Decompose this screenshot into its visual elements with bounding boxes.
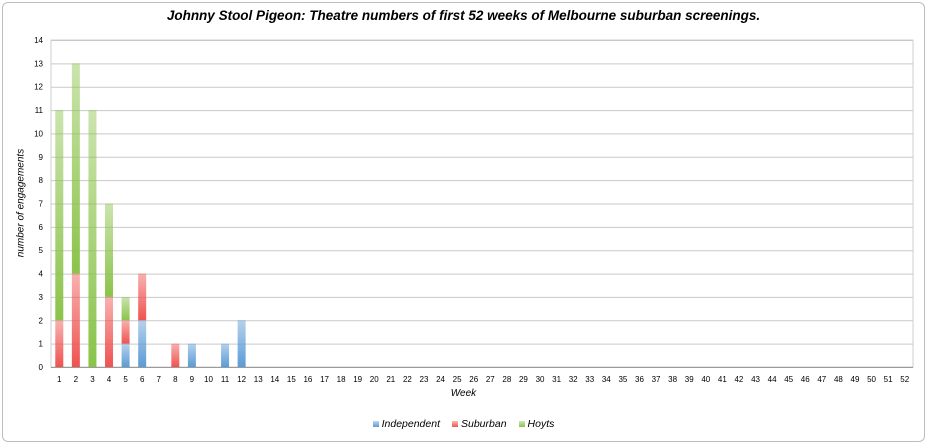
- legend-swatch: [518, 421, 525, 427]
- y-tick-label: 3: [39, 293, 44, 302]
- x-tick-label: 18: [337, 375, 346, 384]
- legend-item-hoyts: Hoyts: [518, 418, 555, 430]
- legend-swatch: [372, 421, 379, 427]
- x-tick-label: 44: [768, 375, 777, 384]
- x-tick-label: 26: [469, 375, 478, 384]
- x-tick-label: 3: [90, 375, 95, 384]
- y-tick-label: 13: [34, 59, 43, 68]
- y-tick-label: 10: [34, 129, 43, 138]
- bar-suburban: [171, 343, 180, 367]
- x-tick-label: 15: [287, 375, 296, 384]
- x-tick-label: 46: [801, 375, 810, 384]
- x-tick-label: 21: [386, 375, 395, 384]
- legend-item-suburban: Suburban: [452, 418, 507, 430]
- y-tick-label: 4: [39, 270, 44, 279]
- bar-independent: [121, 343, 130, 367]
- x-tick-label: 50: [867, 375, 876, 384]
- bar-suburban: [105, 296, 114, 367]
- legend-item-independent: Independent: [372, 418, 440, 430]
- x-tick-label: 12: [237, 375, 246, 384]
- legend: Independent Suburban Hoyts: [0, 418, 927, 430]
- legend-label: Hoyts: [527, 418, 555, 430]
- bar-suburban: [71, 273, 80, 367]
- bar-independent: [221, 343, 230, 367]
- y-tick-label: 8: [39, 176, 44, 185]
- y-tick-label: 9: [39, 153, 44, 162]
- x-tick-label: 45: [784, 375, 793, 384]
- x-axis-title: Week: [450, 388, 477, 399]
- x-tick-label: 34: [602, 375, 611, 384]
- bar-hoyts: [88, 110, 97, 368]
- x-tick-label: 35: [618, 375, 627, 384]
- chart-title: Johnny Stool Pigeon: Theatre numbers of …: [166, 8, 761, 23]
- x-tick-label: 24: [436, 375, 445, 384]
- x-tick-label: 38: [668, 375, 677, 384]
- bar-independent: [138, 320, 147, 367]
- x-tick-label: 36: [635, 375, 644, 384]
- x-tick-label: 31: [552, 375, 561, 384]
- x-tick-label: 10: [204, 375, 213, 384]
- x-tick-label: 25: [453, 375, 462, 384]
- x-tick-label: 1: [57, 375, 62, 384]
- x-tick-label: 19: [353, 375, 362, 384]
- x-tick-label: 13: [254, 375, 263, 384]
- bar-hoyts: [105, 203, 114, 297]
- x-tick-label: 11: [221, 375, 230, 384]
- x-tick-label: 4: [107, 375, 112, 384]
- x-tick-label: 49: [851, 375, 860, 384]
- bar-suburban: [55, 320, 64, 367]
- x-tick-label: 51: [884, 375, 893, 384]
- x-tick-label: 43: [751, 375, 760, 384]
- x-tick-label: 2: [74, 375, 79, 384]
- bar-suburban: [121, 320, 130, 344]
- x-tick-label: 23: [420, 375, 429, 384]
- x-tick-label: 52: [900, 375, 909, 384]
- legend-swatch: [452, 421, 458, 427]
- x-tick-label: 6: [140, 375, 145, 384]
- x-tick-label: 33: [585, 375, 594, 384]
- x-tick-label: 7: [157, 375, 162, 384]
- bar-independent: [237, 320, 246, 367]
- x-tick-label: 14: [270, 375, 279, 384]
- x-tick-label: 39: [685, 375, 694, 384]
- y-tick-label: 5: [39, 246, 44, 255]
- x-tick-label: 42: [734, 375, 743, 384]
- bar-hoyts: [71, 63, 80, 274]
- bar-hoyts: [121, 296, 130, 321]
- x-tick-label: 29: [519, 375, 528, 384]
- x-tick-label: 20: [370, 375, 379, 384]
- x-tick-label: 48: [834, 375, 843, 384]
- x-tick-label: 17: [320, 375, 329, 384]
- bar-independent: [187, 343, 196, 367]
- y-tick-label: 1: [39, 340, 44, 349]
- x-tick-label: 9: [190, 375, 195, 384]
- x-tick-label: 28: [502, 375, 511, 384]
- y-tick-label: 11: [35, 106, 44, 115]
- bar-suburban: [138, 273, 147, 321]
- x-tick-label: 27: [486, 375, 495, 384]
- x-tick-label: 22: [403, 375, 412, 384]
- y-tick-label: 0: [39, 363, 44, 372]
- legend-label: Independent: [381, 418, 440, 430]
- x-tick-label: 37: [652, 375, 661, 384]
- x-tick-label: 8: [173, 375, 178, 384]
- y-tick-label: 7: [39, 200, 44, 209]
- x-tick-label: 41: [718, 375, 727, 384]
- y-tick-label: 6: [39, 223, 44, 232]
- bar-hoyts: [55, 110, 64, 321]
- x-tick-label: 40: [701, 375, 710, 384]
- y-tick-label: 12: [34, 83, 43, 92]
- y-tick-label: 14: [34, 36, 43, 45]
- x-tick-label: 5: [123, 375, 128, 384]
- x-tick-label: 32: [569, 375, 578, 384]
- y-tick-label: 2: [39, 316, 44, 325]
- legend-label: Suburban: [461, 418, 507, 430]
- x-tick-label: 16: [303, 375, 312, 384]
- x-tick-label: 47: [817, 375, 826, 384]
- x-tick-label: 30: [536, 375, 545, 384]
